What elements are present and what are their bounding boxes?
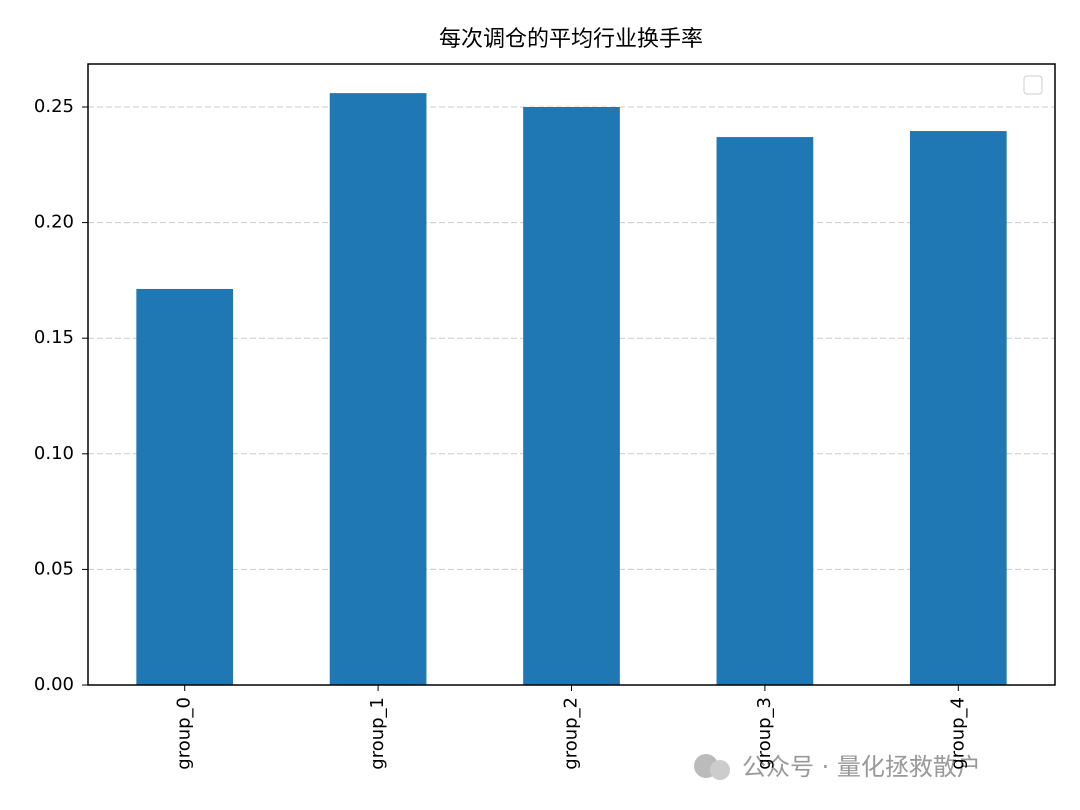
x-tick-label: group_4 — [947, 697, 968, 770]
legend-box — [1023, 75, 1043, 95]
y-tick-label: 0.20 — [34, 212, 74, 233]
y-tick-label: 0.25 — [34, 96, 74, 117]
watermark-text: 公众号 · 量化拯救散户 — [742, 753, 981, 781]
bar — [523, 107, 620, 685]
x-tick-label: group_3 — [754, 697, 775, 770]
bar — [136, 288, 234, 685]
y-tick-label: 0.15 — [34, 327, 74, 348]
bar — [909, 131, 1007, 685]
x-tick-label: group_0 — [174, 697, 195, 770]
y-tick-label: 0.10 — [34, 443, 74, 464]
plot-frame — [87, 63, 1056, 686]
watermark-icon — [710, 760, 730, 780]
bar — [329, 93, 427, 686]
x-tick-label: group_2 — [561, 697, 582, 770]
y-tick-label: 0.05 — [34, 558, 74, 579]
chart-title: 每次调仓的平均行业换手率 — [439, 27, 703, 52]
x-tick-label: group_1 — [367, 697, 388, 770]
bar — [716, 137, 814, 685]
y-tick-label: 0.00 — [34, 674, 74, 695]
watermark: 公众号 · 量化拯救散户 — [694, 753, 981, 781]
